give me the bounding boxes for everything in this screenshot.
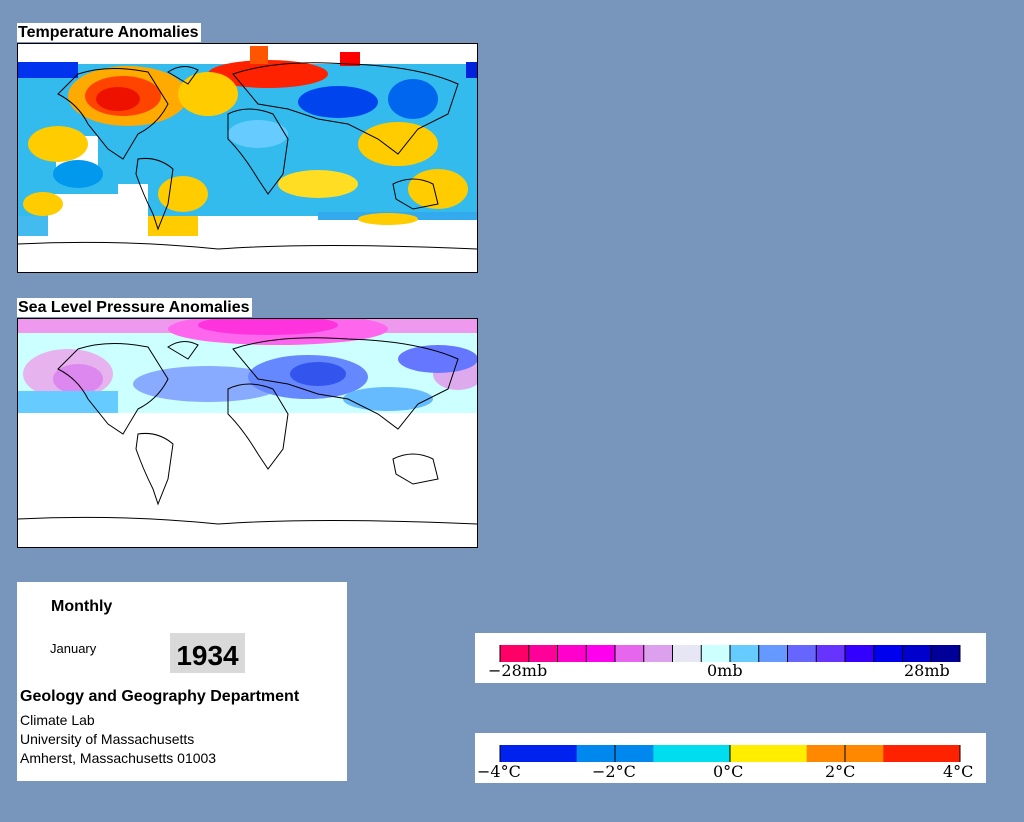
temperature-legend-swatch: [653, 745, 731, 762]
temperature-legend-swatch: [730, 745, 808, 762]
info-card: Monthly January 1934 Geology and Geograp…: [17, 582, 347, 781]
pressure-legend-swatch: [787, 645, 817, 662]
pressure-legend-swatch: [557, 645, 587, 662]
temperature-legend-label: 4°C: [943, 762, 974, 781]
pressure-legend-swatch: [931, 645, 961, 662]
lab-name: Climate Lab: [20, 712, 95, 728]
pressure-legend: −28mb 0mb 28mb: [475, 633, 986, 683]
month-label: January: [50, 641, 97, 656]
department-name: Geology and Geography Department: [20, 688, 300, 705]
pressure-legend-swatch: [586, 645, 616, 662]
pressure-legend-swatch: [730, 645, 760, 662]
pressure-legend-swatch: [758, 645, 788, 662]
temperature-colorbar: [499, 745, 961, 762]
pressure-legend-zero-label: 0mb: [707, 661, 743, 680]
pressure-legend-swatch: [672, 645, 702, 662]
temperature-legend-swatch: [883, 745, 961, 762]
pressure-legend-swatch: [845, 645, 875, 662]
pressure-legend-swatch: [528, 645, 558, 662]
pressure-colorbar: [499, 645, 961, 662]
pressure-legend-swatch: [500, 645, 530, 662]
pressure-legend-min-label: −28mb: [488, 661, 548, 680]
pressure-legend-swatch: [873, 645, 903, 662]
pressure-map-title: Sea Level Pressure Anomalies: [17, 298, 252, 317]
pressure-legend-max-label: 28mb: [904, 661, 950, 680]
university-name: University of Massachusetts: [20, 731, 195, 747]
pressure-anomaly-map: [17, 318, 478, 548]
temperature-legend-label: −2°C: [592, 762, 636, 781]
temperature-legend-label: 2°C: [825, 762, 856, 781]
address-line: Amherst, Massachusetts 01003: [20, 750, 217, 766]
pressure-map-graphic: [18, 319, 477, 547]
temperature-legend-swatch: [500, 745, 578, 762]
year-display: 1934: [170, 633, 245, 673]
pressure-legend-swatch: [816, 645, 846, 662]
temperature-map-graphic: [18, 44, 477, 272]
temperature-legend-label: −4°C: [477, 762, 521, 781]
temperature-anomaly-map: [17, 43, 478, 273]
frequency-label: Monthly: [51, 598, 113, 615]
temperature-legend-label: 0°C: [713, 762, 744, 781]
pressure-legend-swatch: [701, 645, 731, 662]
pressure-legend-swatch: [643, 645, 673, 662]
pressure-legend-swatch: [902, 645, 932, 662]
temperature-map-title: Temperature Anomalies: [17, 23, 201, 42]
pressure-legend-swatch: [615, 645, 645, 662]
temperature-legend: −4°C −2°C 0°C 2°C 4°C: [475, 733, 986, 783]
